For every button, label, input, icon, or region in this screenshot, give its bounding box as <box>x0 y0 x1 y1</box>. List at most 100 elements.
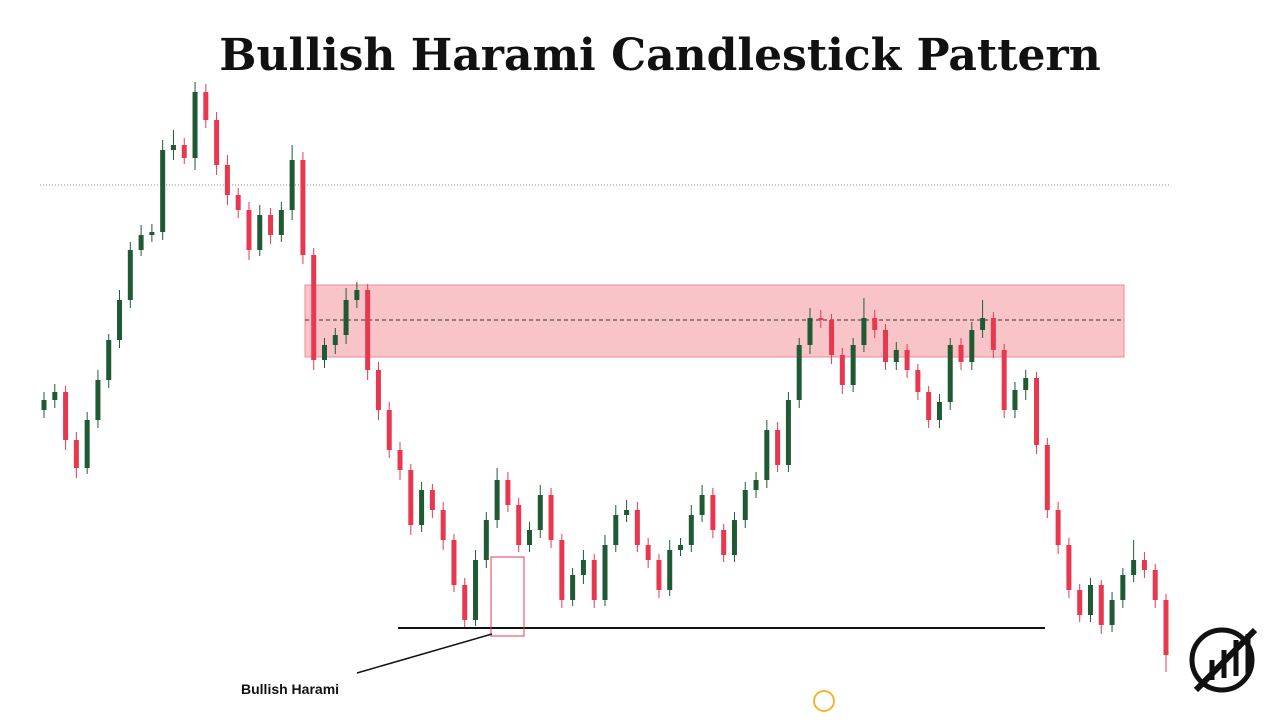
chart-title: Bullish Harami Candlestick Pattern <box>219 30 1100 81</box>
candle-body <box>106 340 112 380</box>
candle-body <box>1055 510 1061 545</box>
candle-body <box>84 420 90 468</box>
candle-body <box>483 520 489 560</box>
candle-body <box>127 250 133 300</box>
candle-body <box>397 450 403 470</box>
candle-body <box>462 585 468 620</box>
candle-body <box>699 495 705 515</box>
candle-body <box>936 402 942 420</box>
annotation: Bullish Harami <box>241 681 339 697</box>
candle-body <box>969 330 975 362</box>
candle-body <box>872 318 878 330</box>
candle-body <box>958 345 964 362</box>
candle-body <box>904 350 910 370</box>
candle-body <box>742 490 748 520</box>
candle-body <box>354 290 360 300</box>
candle-body <box>1098 585 1104 625</box>
candle-body <box>883 330 888 362</box>
candle-body <box>537 495 543 530</box>
candle-body <box>375 370 381 410</box>
pattern-highlight <box>490 556 525 637</box>
candle-body <box>451 540 457 585</box>
candle-body <box>257 215 263 250</box>
candle-body <box>731 520 737 555</box>
candle-body <box>624 510 630 515</box>
candle-body <box>764 430 770 480</box>
annotation-pointer <box>356 633 493 674</box>
candle-body <box>505 480 511 505</box>
candle-body <box>386 410 392 450</box>
candle-body <box>1163 600 1169 655</box>
candle-body <box>915 370 921 392</box>
candle-body <box>73 440 79 468</box>
candle-body <box>1131 560 1137 575</box>
candle-body <box>980 318 986 330</box>
candle-body <box>1066 545 1072 590</box>
candle-body <box>149 232 155 235</box>
candle-body <box>494 480 500 520</box>
candle-body <box>1023 378 1029 390</box>
candle-body <box>829 320 835 355</box>
candle-body <box>861 318 867 345</box>
candle-body <box>818 318 824 320</box>
candle-body <box>332 335 338 345</box>
candle-body <box>1034 378 1040 445</box>
candle-body <box>408 470 414 525</box>
candle-body <box>203 92 209 120</box>
candle-body <box>775 430 781 465</box>
candle-body <box>95 380 101 420</box>
candle-body <box>440 510 446 540</box>
candle-body <box>138 235 144 250</box>
candle-body <box>289 160 295 210</box>
candle-body <box>1087 585 1093 615</box>
candle-body <box>678 545 684 550</box>
candle-body <box>634 510 640 545</box>
candle-body <box>429 490 435 510</box>
logo <box>1189 627 1258 693</box>
candle-body <box>580 560 586 575</box>
candle-body <box>214 120 220 165</box>
candle-body <box>785 400 791 465</box>
candle-body <box>1120 575 1126 600</box>
candle-body <box>926 392 932 420</box>
candle-body <box>796 345 802 400</box>
candle-body <box>667 550 673 590</box>
candle-body <box>947 345 953 402</box>
candle-body <box>170 145 176 150</box>
candle-body <box>63 392 69 440</box>
candle-body <box>613 515 619 545</box>
candle-body <box>990 318 996 350</box>
candle-body <box>343 300 349 335</box>
candle-body <box>419 490 425 525</box>
candle-body <box>1044 445 1050 510</box>
candle-body <box>224 165 230 195</box>
candle-body <box>246 210 252 250</box>
candle-body <box>1077 590 1083 615</box>
candle-body <box>192 92 198 158</box>
candle-body <box>602 545 608 600</box>
candle-body <box>181 145 187 158</box>
candle-body <box>656 560 662 590</box>
candle-body <box>52 392 58 400</box>
candle-body <box>1141 560 1147 570</box>
candle-body <box>311 255 317 360</box>
candle-body <box>473 560 479 620</box>
coin-icon <box>813 690 835 712</box>
candle-body <box>268 215 274 235</box>
candle-body <box>235 195 241 210</box>
candle-body <box>322 345 327 360</box>
candle-body <box>1152 570 1158 600</box>
candle-body <box>278 210 284 235</box>
candle-body <box>807 318 813 345</box>
candle-body <box>117 300 123 340</box>
resistance-zone <box>304 284 1125 358</box>
candle-body <box>839 355 845 385</box>
candle-body <box>688 515 694 545</box>
candle-body <box>160 150 166 232</box>
candle-body <box>850 345 856 385</box>
candle-body <box>893 350 899 362</box>
candle-body <box>526 530 532 545</box>
candle-body <box>1001 350 1007 410</box>
